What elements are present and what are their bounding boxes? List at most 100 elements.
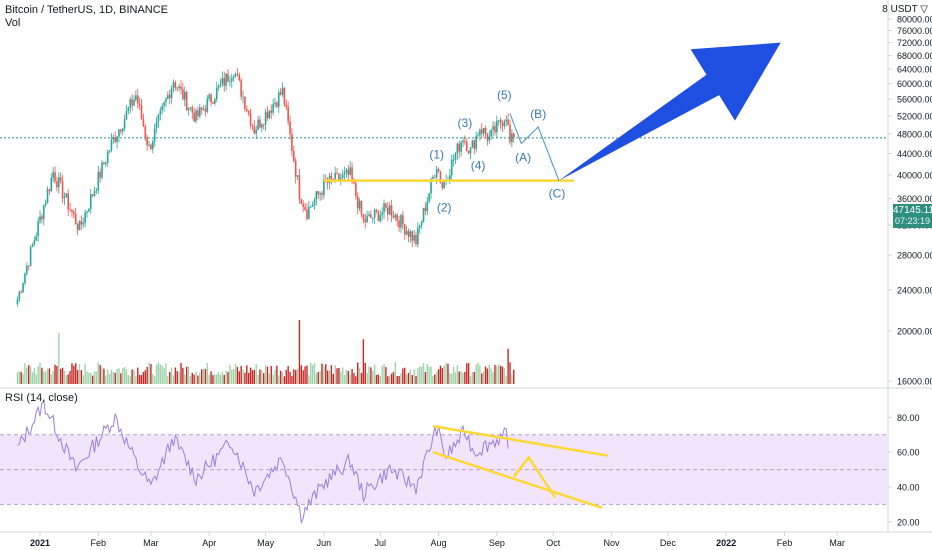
price-tick-label: 20000.00 [897,326,932,336]
volume-bar [437,369,440,384]
volume-bar [137,367,139,384]
time-tick-label: Jul [375,538,387,548]
volume-bar [44,371,47,384]
volume-bar [249,367,252,384]
candle-body [236,74,239,75]
wave-label: (5) [497,88,512,102]
volume-bar [54,364,56,384]
candle-body [366,215,368,223]
volume-bar [398,375,400,384]
candle-body [178,86,180,88]
volume-bar [46,368,49,384]
candle-body [338,173,340,181]
volume-bar [78,364,81,384]
volume-bar [163,368,165,384]
candle-body [409,231,412,237]
candle-body [27,265,30,267]
rsi-projection-path [512,455,557,499]
volume-bar [447,363,449,384]
volume-bar [221,371,224,384]
candle-body [281,87,284,95]
candle-body [390,205,393,216]
candle-body [167,94,169,99]
volume-bar [490,368,492,384]
candle-body [347,169,350,175]
candle-body [133,99,135,106]
volume-bar [146,366,148,384]
volume-bar [214,374,216,384]
volume-bar [155,364,158,384]
volume-bar [513,369,515,384]
candle-body [86,211,88,213]
rsi-tick-label: 20.00 [897,517,920,527]
volume-bar [283,376,286,384]
candle-body [308,207,310,219]
candle-body [490,129,492,137]
candle-body [291,134,293,152]
candle-body [185,91,188,111]
candle-body [152,141,154,150]
volume-bar [82,375,84,384]
volume-bar [106,369,109,384]
candle-body [33,240,36,245]
volume-bar [180,362,182,384]
volume-bar [73,365,75,384]
volume-bar [50,374,52,384]
candle-body [78,221,81,230]
volume-bar [385,367,387,384]
candle-body [170,88,173,99]
volume-bar [498,364,500,384]
volume-bar [345,370,348,384]
volume-bar [95,371,98,384]
time-tick-label: Aug [431,538,447,548]
candle-body [103,162,105,164]
volume-bar [428,366,430,384]
candle-body [494,126,496,133]
candle-body [238,74,241,81]
currency-selector[interactable]: 8 USDT ▽ [882,4,928,15]
candle-body [146,136,148,145]
volume-bar [122,368,124,384]
candle-body [157,114,160,122]
wave-label: (3) [458,116,473,130]
volume-bar [219,374,222,384]
volume-bar [400,373,402,384]
volume-bar [236,366,239,384]
volume-bar [452,366,455,384]
time-tick-label: Nov [604,538,621,548]
volume-bar [217,371,220,384]
candle-body [163,102,165,106]
volume-bar [195,371,197,384]
candle-body [56,181,58,188]
volume-bar [63,370,66,384]
volume-bar [294,370,297,384]
volume-bar [509,362,511,384]
candle-body [116,136,118,142]
volume-bar [257,374,259,384]
candle-body [460,142,462,152]
candle-body [368,214,370,216]
time-tick-label: Feb [777,538,793,548]
candle-body [172,82,175,89]
volume-bar [441,368,444,384]
candle-body [326,180,329,183]
candle-body [251,125,254,127]
volume-bar [227,371,229,384]
candle-body [202,108,205,110]
volume-bar [118,368,120,384]
volume-bar [313,363,316,384]
rsi-line [17,399,509,525]
volume-bar [340,371,342,384]
volume-bar [142,372,145,384]
volume-bar [234,363,237,384]
projection-arrow [558,42,781,181]
volume-bar [225,370,227,384]
candle-body [89,194,92,210]
volume-bar [169,371,171,384]
volume-bar [328,370,331,384]
candle-body [155,121,158,129]
candle-body [191,107,194,113]
candle-body [481,129,483,134]
candle-body [161,105,163,111]
